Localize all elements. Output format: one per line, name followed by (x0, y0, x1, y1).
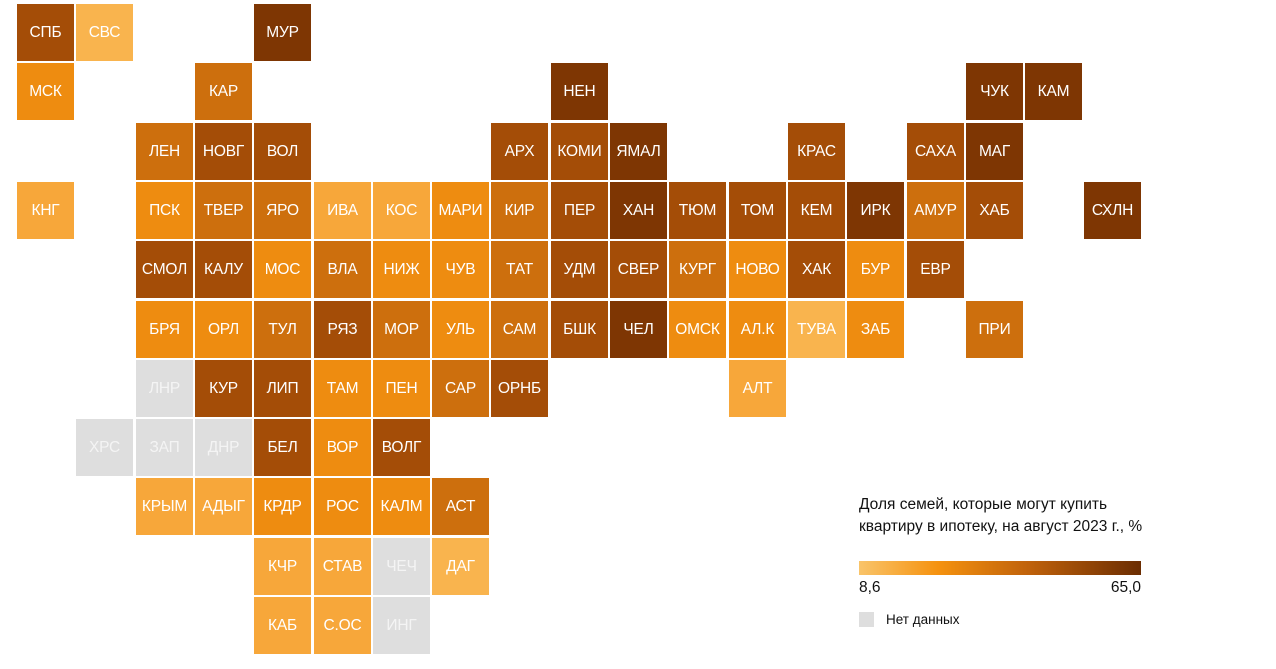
region-tile[interactable]: ОРЛ (195, 301, 252, 358)
region-tile[interactable]: ЧЕЧ (373, 538, 430, 595)
region-tile[interactable]: МАРИ (432, 182, 489, 239)
region-tile[interactable]: ОРНБ (491, 360, 548, 417)
region-tile[interactable]: ИВА (314, 182, 371, 239)
legend: Доля семей, которые могут купить квартир… (859, 494, 1149, 627)
region-tile[interactable]: ТАТ (491, 241, 548, 298)
region-tile[interactable]: УДМ (551, 241, 608, 298)
region-tile[interactable]: СМОЛ (136, 241, 193, 298)
region-tile[interactable]: ДАГ (432, 538, 489, 595)
region-tile[interactable]: АРХ (491, 123, 548, 180)
region-tile[interactable]: ЧУК (966, 63, 1023, 120)
region-tile[interactable]: НОВО (729, 241, 786, 298)
region-tile[interactable]: ЧУВ (432, 241, 489, 298)
region-tile[interactable]: МУР (254, 4, 311, 61)
region-tile[interactable]: ПРИ (966, 301, 1023, 358)
region-tile[interactable]: ТАМ (314, 360, 371, 417)
legend-title: Доля семей, которые могут купить квартир… (859, 496, 1143, 535)
region-tile[interactable]: ВОЛ (254, 123, 311, 180)
region-tile[interactable]: САМ (491, 301, 548, 358)
region-tile[interactable]: ПЕН (373, 360, 430, 417)
region-tile[interactable]: ХАБ (966, 182, 1023, 239)
region-tile[interactable]: КОМИ (551, 123, 608, 180)
region-tile[interactable]: КИР (491, 182, 548, 239)
region-tile[interactable]: БРЯ (136, 301, 193, 358)
region-tile[interactable]: ЯРО (254, 182, 311, 239)
region-tile[interactable]: КУРГ (669, 241, 726, 298)
region-tile[interactable]: КУР (195, 360, 252, 417)
region-tile[interactable]: СВЕР (610, 241, 667, 298)
region-tile[interactable]: АСТ (432, 478, 489, 535)
legend-max-label: 65,0 (1110, 579, 1141, 596)
region-tile[interactable]: ПСК (136, 182, 193, 239)
region-tile[interactable]: ХРС (76, 419, 133, 476)
region-tile[interactable]: КРАС (788, 123, 845, 180)
region-tile[interactable]: МОС (254, 241, 311, 298)
region-tile[interactable]: МСК (17, 63, 74, 120)
region-tile[interactable]: БУР (847, 241, 904, 298)
region-tile[interactable]: КАР (195, 63, 252, 120)
nodata-label: Нет данных (886, 612, 960, 627)
region-tile[interactable]: ЧЕЛ (610, 301, 667, 358)
region-tile[interactable]: РЯЗ (314, 301, 371, 358)
region-tile[interactable]: ПЕР (551, 182, 608, 239)
region-tile[interactable]: КЧР (254, 538, 311, 595)
region-tile[interactable]: АЛ.К (729, 301, 786, 358)
region-tile[interactable]: ИРК (847, 182, 904, 239)
region-tile[interactable]: САХА (907, 123, 964, 180)
region-tile[interactable]: ЯМАЛ (610, 123, 667, 180)
region-tile[interactable]: ХАН (610, 182, 667, 239)
region-tile[interactable]: РОС (314, 478, 371, 535)
region-tile[interactable]: КРДР (254, 478, 311, 535)
region-tile[interactable]: КРЫМ (136, 478, 193, 535)
region-tile[interactable]: С.ОС (314, 597, 371, 654)
region-tile[interactable]: НЕН (551, 63, 608, 120)
region-tile[interactable]: СХЛН (1084, 182, 1141, 239)
region-tile[interactable]: КЕМ (788, 182, 845, 239)
legend-color-scale (859, 561, 1141, 575)
region-tile[interactable]: ЗАБ (847, 301, 904, 358)
region-tile[interactable]: КОС (373, 182, 430, 239)
region-tile[interactable]: АДЫГ (195, 478, 252, 535)
region-tile[interactable]: ВОЛГ (373, 419, 430, 476)
region-tile[interactable]: КАЛУ (195, 241, 252, 298)
region-tile[interactable]: ЕВР (907, 241, 964, 298)
region-tile[interactable]: БЕЛ (254, 419, 311, 476)
region-tile[interactable]: КАМ (1025, 63, 1082, 120)
region-tile[interactable]: ТОМ (729, 182, 786, 239)
region-tile[interactable]: ВЛА (314, 241, 371, 298)
region-tile[interactable]: АМУР (907, 182, 964, 239)
region-tile[interactable]: НОВГ (195, 123, 252, 180)
region-tile[interactable]: ТУЛ (254, 301, 311, 358)
region-tile[interactable]: КНГ (17, 182, 74, 239)
region-tile[interactable]: ЛИП (254, 360, 311, 417)
region-tile[interactable]: ТЮМ (669, 182, 726, 239)
region-tile[interactable]: ВОР (314, 419, 371, 476)
region-tile[interactable]: МОР (373, 301, 430, 358)
region-tile[interactable]: КАБ (254, 597, 311, 654)
region-tile[interactable]: ОМСК (669, 301, 726, 358)
region-tile[interactable]: ЛЕН (136, 123, 193, 180)
legend-min-label: 8,6 (859, 579, 881, 596)
region-tile[interactable]: ХАК (788, 241, 845, 298)
region-tile[interactable]: ДНР (195, 419, 252, 476)
region-tile[interactable]: ТУВА (788, 301, 845, 358)
region-tile[interactable]: УЛЬ (432, 301, 489, 358)
region-tile[interactable]: СВС (76, 4, 133, 61)
region-tile[interactable]: СПБ (17, 4, 74, 61)
region-tile[interactable]: НИЖ (373, 241, 430, 298)
nodata-swatch (859, 612, 874, 627)
region-tile[interactable]: САР (432, 360, 489, 417)
region-tile[interactable]: АЛТ (729, 360, 786, 417)
region-tile[interactable]: ЛНР (136, 360, 193, 417)
region-tile[interactable]: ИНГ (373, 597, 430, 654)
region-tile[interactable]: КАЛМ (373, 478, 430, 535)
region-tile[interactable]: ЗАП (136, 419, 193, 476)
region-tile[interactable]: СТАВ (314, 538, 371, 595)
region-tile[interactable]: БШК (551, 301, 608, 358)
region-tile[interactable]: МАГ (966, 123, 1023, 180)
region-tile[interactable]: ТВЕР (195, 182, 252, 239)
